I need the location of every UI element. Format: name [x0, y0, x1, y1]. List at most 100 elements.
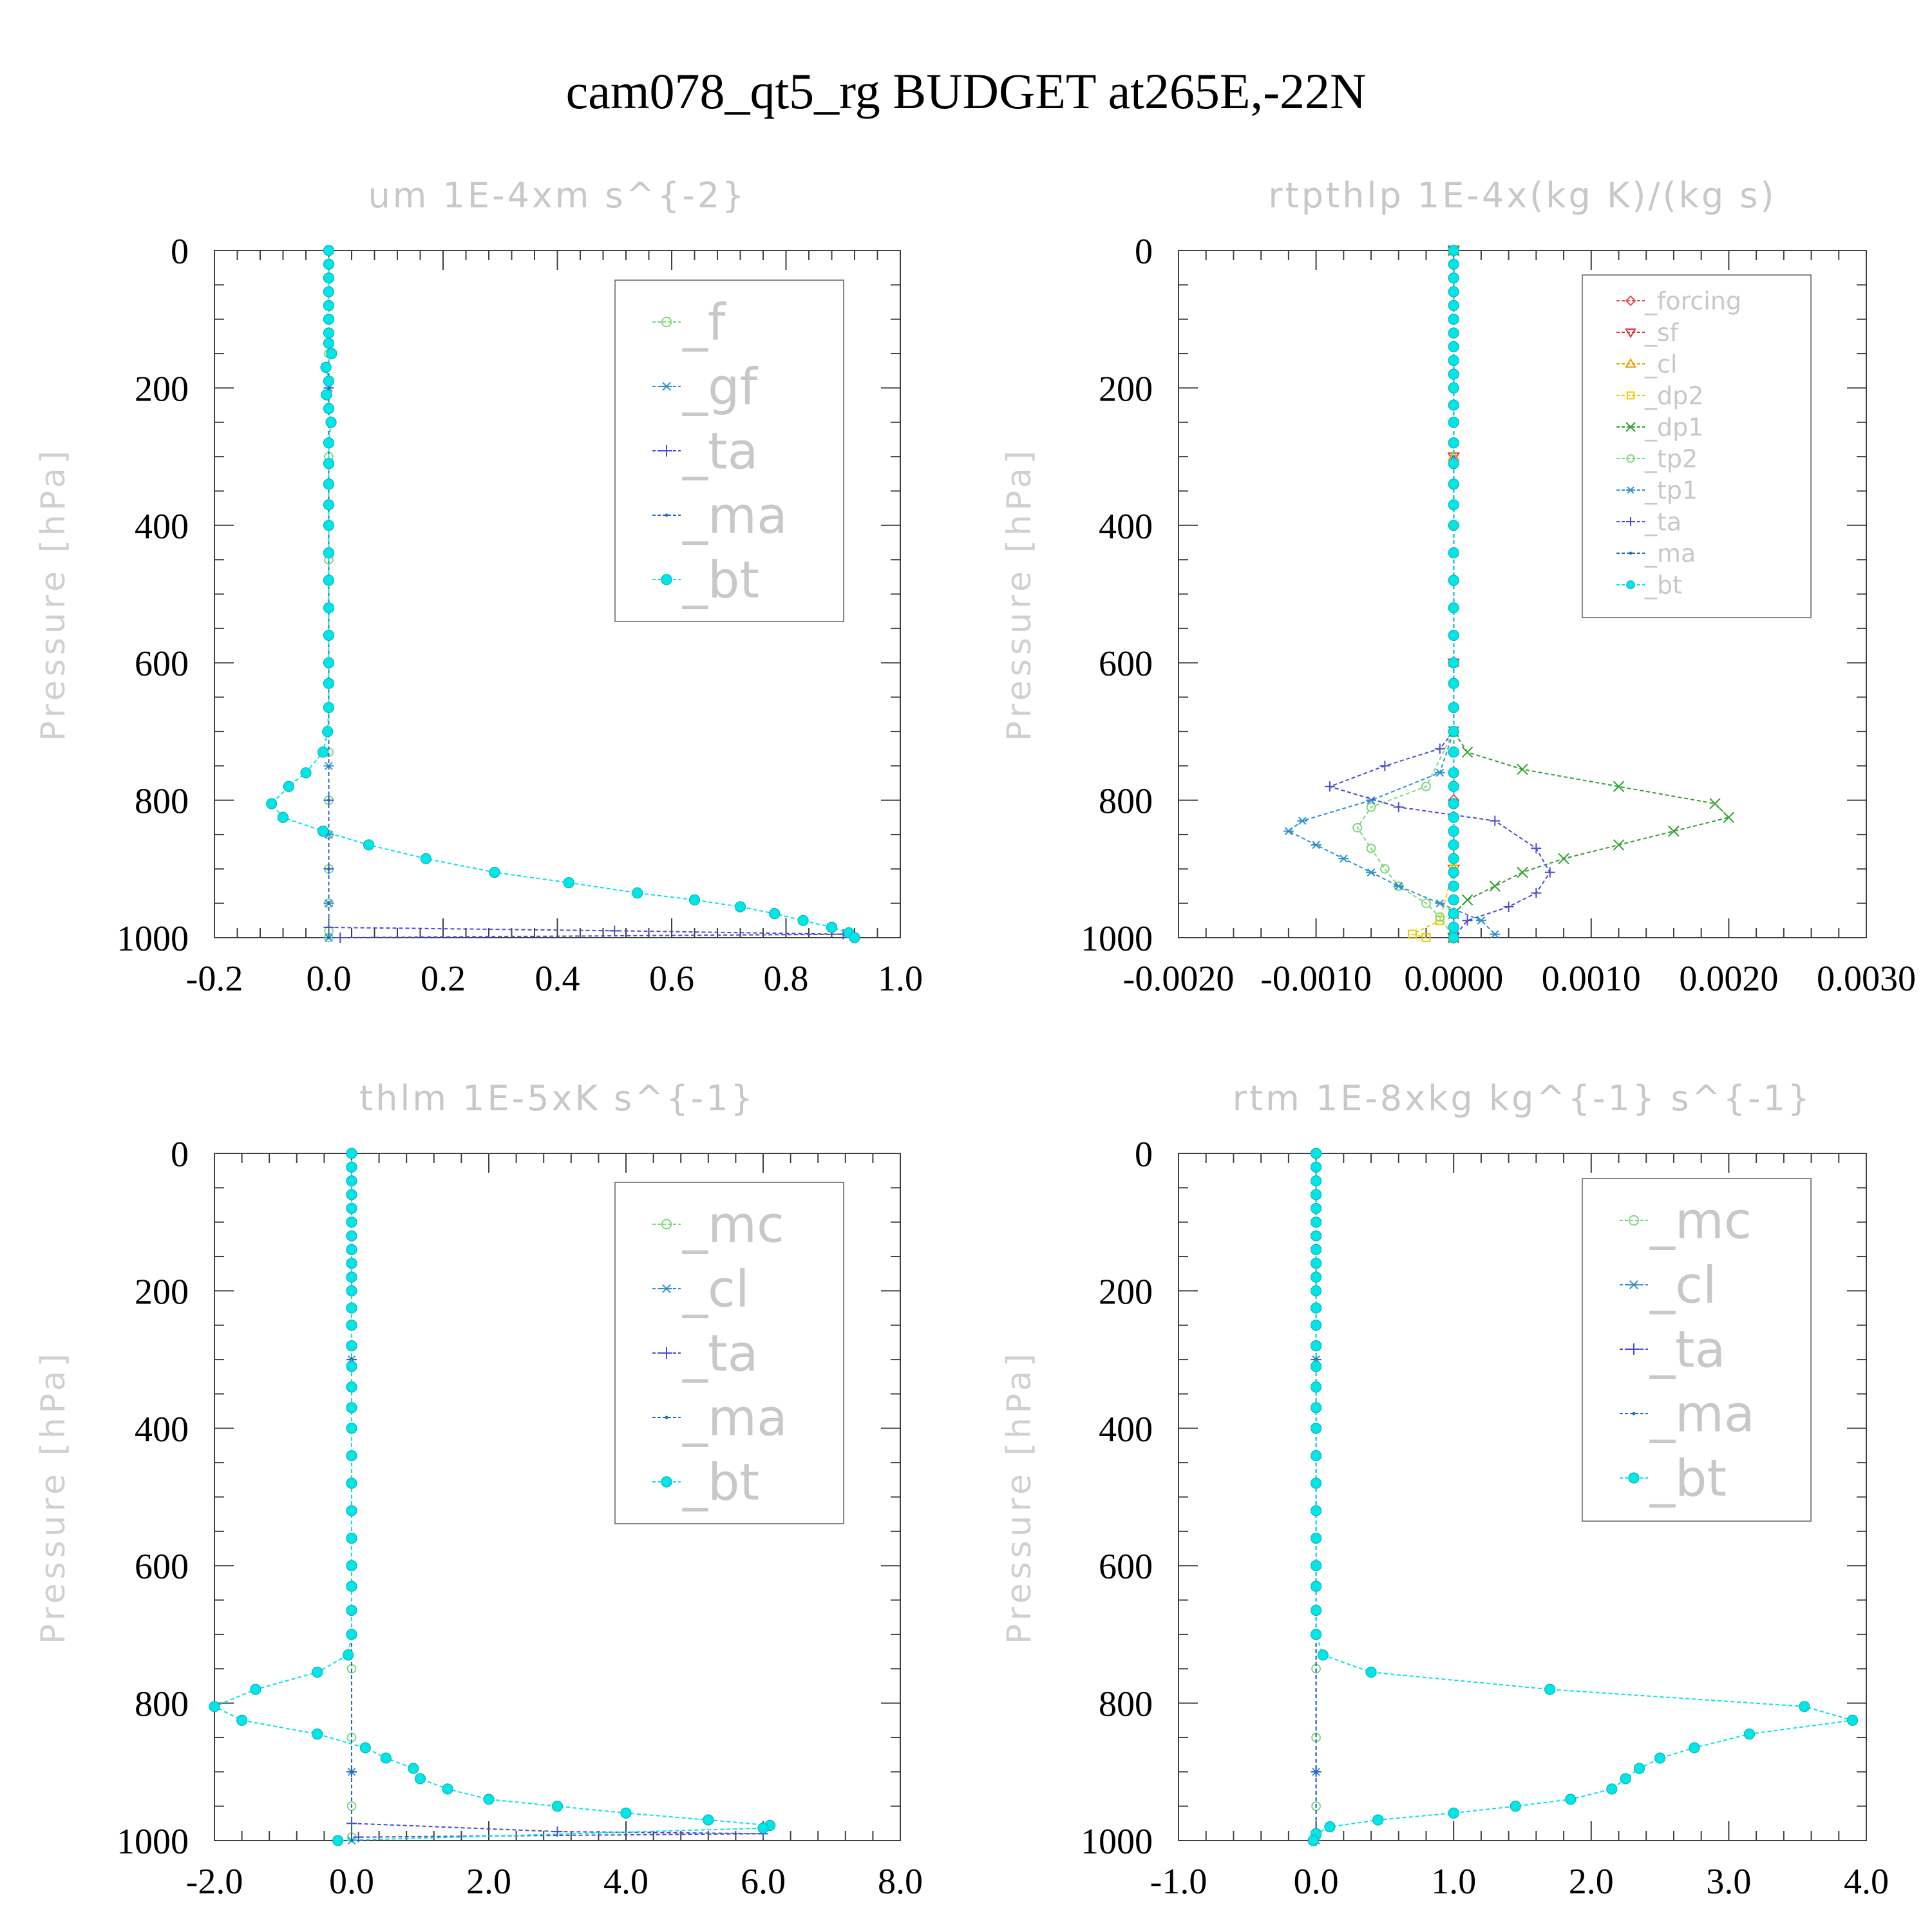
data-point-bt — [1311, 1361, 1322, 1372]
data-point-bt — [1448, 272, 1459, 284]
data-point-bt — [1448, 299, 1459, 311]
data-point-bt — [1311, 1402, 1322, 1414]
data-point-bt — [1448, 314, 1459, 325]
data-point-bt — [420, 853, 431, 864]
data-point-bt — [323, 499, 335, 511]
data-point-bt — [1448, 839, 1459, 851]
data-point-bt — [346, 1244, 357, 1255]
legend-label: _ma — [682, 1389, 788, 1447]
data-point-dp1 — [1461, 894, 1473, 906]
data-point-bt — [1448, 574, 1459, 586]
data-point-ma — [350, 1770, 354, 1774]
data-point-tp1 — [1475, 916, 1486, 925]
data-point-bt — [325, 417, 337, 428]
x-tick-label: -0.0010 — [1260, 959, 1372, 999]
legend-marker — [661, 1218, 672, 1230]
data-point-bt — [380, 1752, 392, 1764]
data-point-bt — [266, 798, 278, 810]
x-tick-label: 4.0 — [1844, 1862, 1889, 1902]
data-point-bt — [1311, 1244, 1322, 1255]
data-point-dp1 — [1668, 825, 1680, 837]
legend-marker — [1626, 454, 1635, 463]
data-point-bt — [346, 1604, 357, 1616]
data-point-bt — [346, 1217, 357, 1228]
x-tick-label: 0.0030 — [1817, 959, 1916, 999]
data-point-ta — [1544, 867, 1555, 878]
legend-marker — [661, 445, 672, 457]
data-point-tp2 — [1352, 822, 1363, 833]
data-point-bt — [323, 437, 335, 449]
data-point-bt — [1448, 746, 1459, 758]
x-tick-label: 0.8 — [764, 959, 809, 999]
data-point-bt — [346, 1402, 357, 1414]
x-tick-label: -0.0020 — [1123, 959, 1235, 999]
legend: _f _gf _ta _ma _bt — [614, 279, 844, 622]
data-point-bt — [323, 299, 335, 311]
data-point-bt — [1311, 1230, 1322, 1242]
data-point-bt — [1448, 811, 1459, 823]
data-point-bt — [326, 348, 337, 359]
data-point-dp1 — [1517, 763, 1528, 775]
data-point-bt — [323, 657, 335, 668]
data-point-bt — [1565, 1794, 1577, 1805]
data-point-bt — [1448, 258, 1459, 270]
legend-marker — [1628, 1280, 1640, 1290]
data-point-bt — [346, 1505, 357, 1517]
data-point-bt — [323, 458, 335, 469]
data-point-bt — [1311, 1285, 1322, 1297]
data-point-bt — [1448, 657, 1459, 668]
legend-label: _tp2 — [1644, 444, 1698, 473]
data-point-bt — [442, 1783, 453, 1795]
data-point-bt — [1847, 1714, 1859, 1726]
data-point-bt — [346, 1285, 357, 1297]
data-point-bt — [317, 746, 329, 758]
legend-label: _dp2 — [1644, 381, 1703, 410]
legend-label: _cl — [1649, 1256, 1717, 1314]
data-point-bt — [1311, 1560, 1322, 1571]
y-tick-label: 200 — [1099, 1272, 1153, 1312]
y-tick-label: 600 — [135, 644, 189, 684]
legend-marker — [1625, 328, 1636, 338]
y-tick-label: 200 — [135, 1272, 189, 1312]
data-point-bt — [620, 1807, 632, 1819]
data-point-bt — [312, 1728, 323, 1740]
legend-marker — [1632, 1412, 1636, 1416]
data-point-bt — [1448, 894, 1459, 905]
data-point-bt — [769, 908, 781, 920]
panel-title: thlm 1E-5xK s^{-1} — [359, 1078, 755, 1119]
data-point-ta — [1503, 901, 1514, 912]
data-point-dp2 — [1421, 933, 1431, 942]
data-point-bt — [1448, 341, 1459, 352]
data-point-bt — [849, 932, 860, 943]
data-point-bt — [346, 1175, 357, 1187]
data-point-bt — [283, 781, 294, 792]
data-point-bt — [1311, 1271, 1322, 1283]
chart-panel-2: rtpthlp 1E-4x(kg K)/(kg s) 0 200 400 600 800 1… — [1000, 175, 1916, 999]
legend-marker — [1625, 295, 1636, 307]
data-point-bt — [323, 314, 335, 325]
y-tick-label: 0 — [171, 232, 189, 272]
x-tick-label: 0.0020 — [1679, 959, 1778, 999]
data-point-bt — [797, 914, 809, 926]
data-point-bt — [1448, 368, 1459, 380]
data-point-bt — [1448, 853, 1459, 864]
data-point-tp2 — [1435, 912, 1445, 922]
data-point-bt — [1311, 1202, 1322, 1214]
legend-label: _bt — [682, 1454, 759, 1511]
legend-label: _ma — [682, 487, 788, 545]
x-tick-label: 0.0000 — [1404, 959, 1503, 999]
y-tick-label: 200 — [135, 369, 189, 409]
data-point-bt — [346, 1320, 357, 1331]
data-point-bt — [323, 677, 335, 689]
data-point-bt — [346, 1450, 357, 1462]
data-point-bt — [688, 894, 701, 905]
y-tick-label: 400 — [1099, 1410, 1153, 1450]
data-point-bt — [1311, 1477, 1322, 1489]
data-point-bt — [323, 701, 335, 714]
data-point-bt — [323, 258, 335, 270]
data-point-bt — [359, 1742, 371, 1754]
x-tick-label: 3.0 — [1706, 1862, 1751, 1902]
data-point-dp1 — [1517, 866, 1528, 878]
data-point-bt — [346, 1580, 357, 1592]
data-point-ta — [1393, 802, 1404, 813]
